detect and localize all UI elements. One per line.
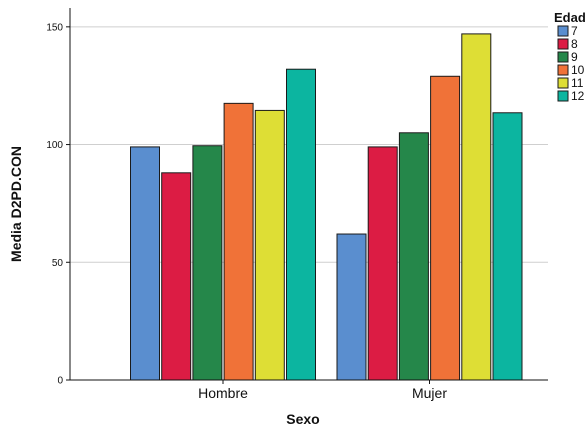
legend-swatch-9 xyxy=(557,51,569,63)
bar-hombre-12 xyxy=(286,68,316,381)
y-tick-label: 50 xyxy=(52,258,64,269)
bar-hombre-9 xyxy=(192,145,223,381)
x-tick-label-hombre: Hombre xyxy=(198,385,248,401)
bars xyxy=(130,33,523,381)
x-axis-ticks: Hombre Mujer xyxy=(198,380,447,401)
y-tick-label: 100 xyxy=(46,140,63,151)
bar-hombre-11 xyxy=(254,109,285,381)
bar-mujer-9 xyxy=(398,132,429,381)
bar-hombre-10 xyxy=(223,102,254,381)
legend-label-9: 9 xyxy=(571,50,578,64)
y-axis-ticks: 0 50 100 150 xyxy=(46,22,70,387)
legend-label-12: 12 xyxy=(571,89,585,103)
bar-mujer-8 xyxy=(367,146,398,381)
y-tick-label: 0 xyxy=(57,376,63,387)
legend-swatch-11 xyxy=(557,77,569,89)
y-tick-label: 150 xyxy=(46,22,63,33)
legend-label-8: 8 xyxy=(571,37,578,51)
legend-swatch-8 xyxy=(557,38,569,50)
legend-label-11: 11 xyxy=(571,76,584,90)
legend-title: Edad xyxy=(554,10,586,25)
bar-mujer-7 xyxy=(336,233,367,381)
legend-label-7: 7 xyxy=(571,24,578,38)
bar-mujer-10 xyxy=(430,75,461,381)
legend-swatch-7 xyxy=(557,25,569,37)
bar-hombre-8 xyxy=(161,172,192,381)
legend-label-10: 10 xyxy=(571,63,585,77)
bar-mujer-11 xyxy=(461,33,492,381)
y-axis-title: Media D2PD.CON xyxy=(8,146,24,262)
bar-mujer-12 xyxy=(492,112,523,381)
bar-hombre-7 xyxy=(130,146,160,381)
axes xyxy=(69,8,548,381)
legend-swatch-12 xyxy=(557,90,569,102)
x-axis-title: Sexo xyxy=(286,411,319,427)
legend-swatch-10 xyxy=(557,64,569,76)
x-tick-label-mujer: Mujer xyxy=(412,385,447,401)
